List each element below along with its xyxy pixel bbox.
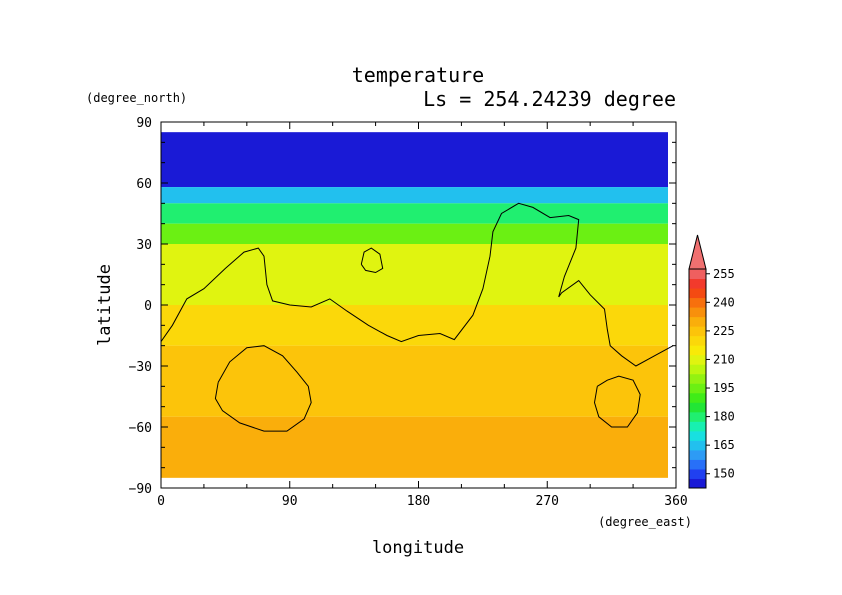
y-axis-ticks: 90 60 30 0 −30 −60 −90 [129,116,676,497]
colorbar-swatch [689,297,706,308]
x-axis-ticks: 0 90 180 270 360 [157,122,688,509]
colorbar-swatch [689,449,706,460]
contour-small-north [360,247,384,274]
colorbar-swatch [689,345,706,356]
chart-title: temperature [352,63,484,87]
colorbar-extend-arrow [688,234,707,270]
temperature-band-0 [161,132,668,188]
y-tick-label: 0 [144,299,152,314]
colorbar-tick-label: 210 [713,352,735,366]
colorbar-swatch [689,478,706,489]
colorbar-tick-label: 255 [713,267,735,281]
x-tick-label: 360 [664,494,687,509]
y-tick-label: 30 [136,238,152,253]
x-tick-label: 270 [536,494,559,509]
colorbar-swatch [689,421,706,432]
colorbar-swatch [689,269,706,280]
y-tick-label: 60 [136,177,152,192]
x-tick-label: 0 [157,494,165,509]
temperature-band-5 [161,305,668,346]
colorbar-swatch [689,373,706,384]
temperature-band-4 [161,244,668,305]
colorbar-swatch [689,402,706,413]
colorbar-swatch [689,364,706,375]
y-tick-label: −60 [129,421,152,436]
contour-south-east-loop [593,375,641,428]
chart-subtitle: Ls = 254.24239 degree [423,87,676,111]
temperature-field [161,132,668,478]
colorbar-swatch [689,383,706,394]
colorbar-frame [688,268,707,489]
colorbar-swatch [689,468,706,479]
colorbar-swatch [689,354,706,365]
colorbar-tick-label: 225 [713,324,735,338]
x-tick-label: 90 [282,494,298,509]
colorbar-swatch [689,459,706,470]
y-tick-label: −30 [129,360,152,375]
colorbar-tick-label: 240 [713,295,735,309]
colorbar-swatch [689,288,706,299]
colorbar-swatch [689,430,706,441]
colorbar-tick-label: 195 [713,381,735,395]
x-tick-label: 180 [407,494,430,509]
temperature-band-6 [161,345,668,417]
colorbar-swatch [689,335,706,346]
colorbar-swatch [689,307,706,318]
y-tick-label: 90 [136,116,152,131]
temperature-band-1 [161,187,668,204]
y-tick-label: −90 [129,482,152,497]
x-units: (degree_east) [598,515,692,529]
colorbar-swatch [689,278,706,289]
colorbar-tick-label: 180 [713,410,735,424]
temperature-band-2 [161,203,668,224]
contour-south-west-loop [214,345,312,432]
colorbar-swatch [689,411,706,422]
temperature-band-3 [161,223,668,244]
colorbar-tick-label: 150 [713,467,735,481]
colorbar-swatch [689,392,706,403]
temperature-band-7 [161,416,668,478]
contour-lines [161,202,674,432]
colorbar-swatch [689,316,706,327]
colorbar-tick-label: 165 [713,438,735,452]
colorbar: 150 165 180 195 210 225 240 255 [688,234,735,489]
contour-main [161,202,674,367]
y-units: (degree_north) [86,91,187,105]
colorbar-swatch [689,326,706,337]
y-axis-label: latitude [95,264,115,346]
x-axis-label: longitude [372,538,464,558]
colorbar-swatch [689,440,706,451]
